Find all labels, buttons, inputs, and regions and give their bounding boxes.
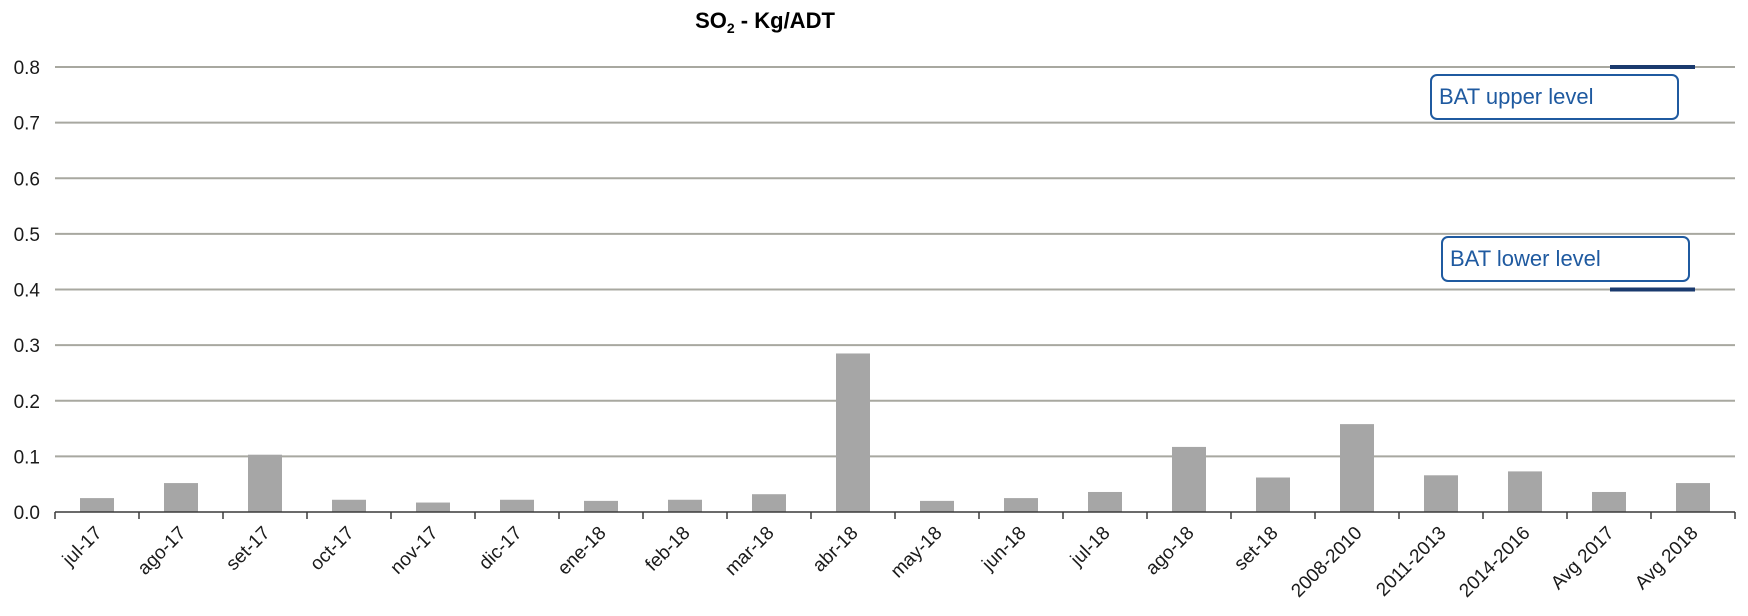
x-tick-label: jul-17 [58,523,106,571]
y-tick-label: 0.7 [14,114,40,135]
bar-set-17 [248,454,282,512]
bar-2011-2013 [1424,475,1458,512]
bar-jun-18 [1004,498,1038,512]
x-tick-label: abr-18 [809,523,863,577]
x-tick-label: Avg 2018 [1631,523,1702,594]
chart-title-rest: - Kg/ADT [735,8,836,33]
x-tick-label: set-17 [222,523,274,575]
y-tick-label: 0.4 [14,281,41,302]
bat-callout-box [1430,74,1679,120]
bat-annotations: BAT upper level BAT lower level [1430,65,1695,292]
bar-jul-17 [80,498,114,512]
bar-ene-18 [584,500,618,512]
chart-title-subscript: 2 [727,20,735,36]
x-tick-label: feb-18 [642,523,695,576]
x-tick-label: jun-18 [978,523,1031,576]
x-tick-label: dic-17 [475,523,526,574]
x-tick-label: may-18 [887,523,947,583]
y-tick-label: 0.6 [14,169,40,190]
gridlines [55,66,1735,458]
x-tick-label: ene-18 [554,523,611,580]
bat-callout-label: BAT upper level [1439,84,1594,109]
x-tick-label: Avg 2017 [1547,523,1618,594]
x-tick-label: 2014-2016 [1455,523,1534,602]
x-tick-label: mar-18 [721,523,778,580]
bar-feb-18 [668,499,702,512]
bars [80,353,1710,512]
bar-mar-18 [752,494,786,512]
bat-callout-box [1441,236,1690,282]
x-axis-ticks: jul-17 ago-17 set-17 oct-17 nov-17 dic-17 ene-… [58,523,1702,602]
bar-jul-18 [1088,491,1122,512]
y-tick-label: 0.0 [14,503,40,524]
y-axis-ticks: 0.0 0.1 0.2 0.3 0.4 0.5 0.6 0.7 0.8 [14,58,41,524]
bar-dic-17 [500,499,534,512]
x-tick-label: ago-17 [134,523,191,580]
y-tick-label: 0.5 [14,225,40,246]
x-tick-label: jul-18 [1066,523,1114,571]
bar-ago-17 [164,483,198,512]
x-tick-label: set-18 [1230,523,1282,575]
bar-2008-2010 [1340,424,1374,512]
chart-title-main: SO [695,8,727,33]
bar-nov-17 [416,502,450,512]
bar-2014-2016 [1508,471,1542,512]
y-tick-label: 0.3 [14,336,40,357]
y-tick-label: 0.8 [14,58,40,79]
x-tick-label: ago-18 [1142,523,1199,580]
x-tick-label: nov-17 [387,523,443,579]
y-tick-label: 0.1 [14,447,40,468]
chart-title: SO2 - Kg/ADT [695,8,835,36]
bar-abr-18 [836,353,870,512]
bar-ago-18 [1172,446,1206,512]
x-tick-label: oct-17 [306,523,358,575]
x-axis [54,511,1736,519]
bar-avg-2018 [1676,483,1710,512]
bat-callout-label: BAT lower level [1450,246,1601,271]
y-tick-label: 0.2 [14,392,40,413]
bar-may-18 [920,500,954,512]
bar-set-18 [1256,477,1290,512]
x-tick-label: 2011-2013 [1372,523,1450,601]
x-tick-label: 2008-2010 [1287,523,1366,602]
bar-avg-2017 [1592,491,1626,512]
bar-oct-17 [332,499,366,512]
